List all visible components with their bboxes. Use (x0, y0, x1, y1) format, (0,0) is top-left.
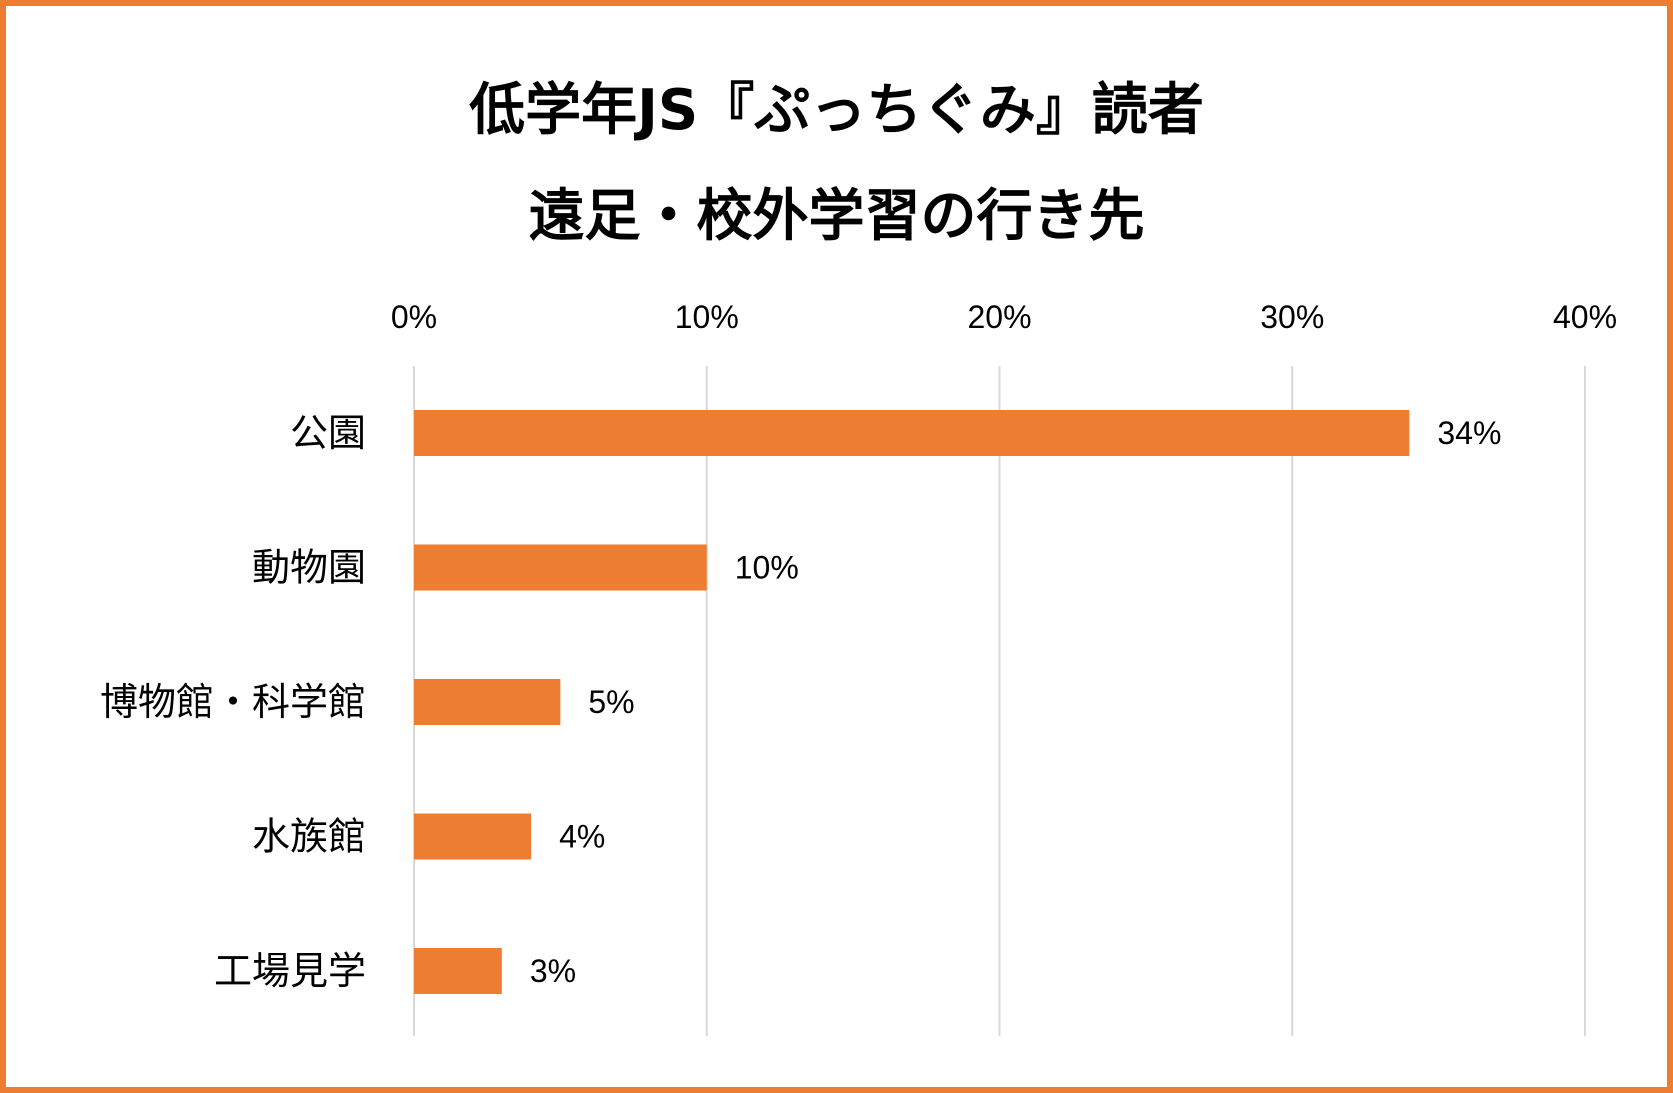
category-label-2: 博物館・科学館 (100, 680, 366, 724)
x-tick-label-0: 0% (391, 299, 437, 335)
x-tick-label-20: 20% (967, 299, 1031, 335)
category-label-4: 工場見学 (214, 949, 366, 993)
data-label-3: 4% (559, 819, 605, 855)
bar-3 (414, 813, 532, 860)
bar-1 (414, 544, 707, 591)
data-label-2: 5% (588, 684, 634, 720)
x-tick-label-40: 40% (1553, 299, 1617, 335)
data-labels: 34% 10% 5% 4% 3% (530, 415, 1502, 989)
category-label-3: 水族館 (252, 815, 366, 859)
chart-title-line-1: 低学年JS『ぷっちぐみ』読者 (469, 78, 1204, 143)
bars (414, 410, 1410, 994)
category-label-0: 公園 (290, 411, 366, 455)
bar-2 (414, 679, 561, 725)
data-label-0: 34% (1437, 415, 1501, 451)
category-label-1: 動物園 (252, 546, 366, 590)
x-axis-tick-labels: 0% 10% 20% 30% 40% (391, 299, 1617, 335)
data-label-1: 10% (735, 550, 799, 586)
data-label-4: 3% (530, 953, 576, 989)
x-tick-label-10: 10% (675, 299, 739, 335)
bar-0 (414, 410, 1410, 456)
x-tick-label-30: 30% (1260, 299, 1324, 335)
bar-4 (414, 948, 502, 994)
chart-title: 低学年JS『ぷっちぐみ』読者 遠足・校外学習の行き先 (6, 58, 1667, 270)
chart-title-line-2: 遠足・校外学習の行き先 (528, 184, 1145, 249)
